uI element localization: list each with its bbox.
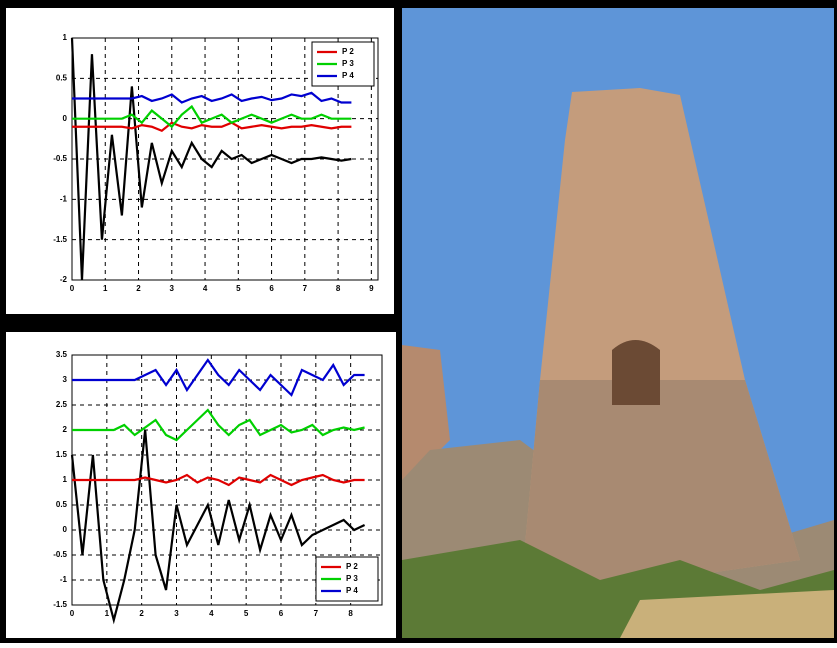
y-tick-label: 0.5	[56, 73, 68, 82]
y-tick-label: 2	[63, 425, 68, 434]
tower-base	[520, 380, 800, 600]
series-line	[72, 408, 365, 442]
x-tick-label: 0	[70, 284, 75, 293]
x-tick-label: 8	[348, 609, 353, 618]
y-tick-label: 1	[63, 475, 68, 484]
y-tick-label: 1	[63, 33, 68, 42]
series-line	[72, 358, 365, 397]
x-tick-label: 1	[103, 284, 108, 293]
y-tick-label: 3.5	[56, 350, 68, 359]
window	[612, 340, 660, 405]
y-tick-label: -1.5	[53, 235, 67, 244]
x-tick-label: 5	[244, 609, 249, 618]
x-tick-label: 0	[70, 609, 75, 618]
legend-label: P 4	[342, 71, 354, 80]
y-tick-label: 2.5	[56, 400, 68, 409]
series-line	[72, 473, 365, 487]
legend-label: P 4	[346, 586, 358, 595]
rock	[402, 345, 450, 480]
series-line	[72, 91, 352, 104]
x-tick-label: 1	[105, 609, 110, 618]
x-tick-label: 3	[174, 609, 179, 618]
x-tick-label: 7	[303, 284, 308, 293]
x-tick-label: 8	[336, 284, 341, 293]
series-line	[70, 37, 352, 281]
series-line	[72, 104, 352, 129]
x-tick-label: 6	[279, 609, 284, 618]
y-tick-label: 1.5	[56, 450, 68, 459]
x-tick-label: 7	[314, 609, 319, 618]
y-tick-label: -2	[60, 275, 68, 284]
legend-label: P 3	[346, 574, 358, 583]
x-tick-label: 4	[203, 284, 208, 293]
legend-label: P 2	[346, 562, 358, 571]
x-tick-label: 6	[269, 284, 274, 293]
x-tick-label: 9	[369, 284, 374, 293]
y-tick-label: -0.5	[53, 550, 67, 559]
y-tick-label: -1.5	[53, 600, 67, 609]
x-tick-label: 2	[136, 284, 141, 293]
y-tick-label: 0.5	[56, 500, 68, 509]
series-line	[70, 429, 366, 625]
x-tick-label: 4	[209, 609, 214, 618]
photo	[402, 8, 834, 638]
y-tick-label: -1	[60, 575, 68, 584]
y-tick-label: 0	[63, 114, 68, 123]
y-tick-label: -1	[60, 194, 68, 203]
y-tick-label: 3	[63, 375, 68, 384]
x-tick-label: 3	[170, 284, 175, 293]
legend-label: P 3	[342, 59, 354, 68]
legend-label: P 2	[342, 47, 354, 56]
dry-grass	[620, 590, 834, 638]
series-line	[72, 121, 352, 133]
y-tick-label: 0	[63, 525, 68, 534]
x-tick-label: 5	[236, 284, 241, 293]
x-tick-label: 2	[139, 609, 144, 618]
y-tick-label: -0.5	[53, 154, 67, 163]
